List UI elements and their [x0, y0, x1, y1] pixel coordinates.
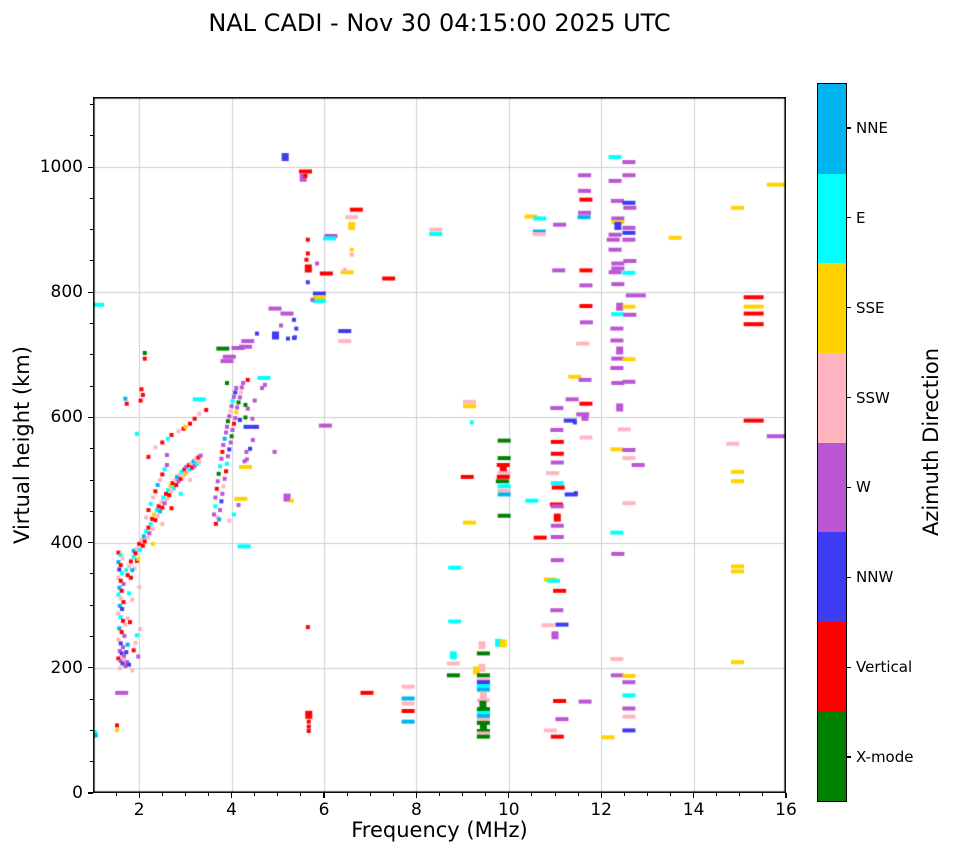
x-tick-label: 12: [590, 800, 612, 820]
colorbar-tick-mark: [847, 127, 851, 129]
colorbar-tick-label: E: [856, 208, 866, 227]
x-minor-tick: [369, 793, 371, 796]
ionogram-canvas: [93, 97, 786, 793]
x-tick-mark: [231, 793, 233, 798]
y-minor-tick: [90, 323, 93, 325]
x-minor-tick: [531, 793, 533, 796]
x-minor-tick: [623, 793, 625, 796]
plot-area: [93, 97, 786, 793]
y-minor-tick: [90, 604, 93, 606]
x-minor-tick: [346, 793, 348, 796]
x-minor-tick: [739, 793, 741, 796]
y-tick-mark: [88, 792, 93, 794]
x-minor-tick: [115, 793, 117, 796]
y-tick-label: 400: [50, 532, 83, 553]
y-minor-tick: [90, 698, 93, 700]
x-minor-tick: [277, 793, 279, 796]
y-tick-label: 0: [72, 783, 83, 803]
colorbar-tick-mark: [847, 396, 851, 399]
x-minor-tick: [254, 793, 256, 796]
colorbar-tick-label: NNW: [856, 568, 894, 587]
colorbar-tick-label: SSW: [856, 388, 890, 407]
x-tick-label: 6: [318, 800, 330, 820]
y-minor-tick: [90, 761, 93, 763]
y-minor-tick: [90, 385, 93, 387]
y-minor-tick: [90, 104, 93, 105]
colorbar-tick-mark: [847, 576, 851, 578]
y-minor-tick: [90, 573, 93, 575]
x-tick-mark: [508, 793, 510, 798]
page-title: NAL CADI - Nov 30 04:15:00 2025 UTC: [208, 9, 671, 37]
x-axis-label: Frequency (MHz): [351, 818, 528, 842]
colorbar-tick-label: Vertical: [856, 658, 913, 677]
x-tick-label: 16: [775, 800, 797, 820]
x-minor-tick: [762, 793, 764, 796]
y-tick-label: 200: [50, 657, 83, 678]
colorbar-axis-label: Azimuth Direction: [919, 347, 943, 537]
x-tick-mark: [600, 793, 602, 798]
colorbar-segment-W: [818, 442, 846, 533]
x-minor-tick: [208, 793, 209, 796]
y-tick-label: 1000: [39, 157, 83, 178]
x-minor-tick: [577, 793, 579, 796]
x-minor-tick: [184, 793, 186, 796]
colorbar-segment-Vertical: [818, 621, 846, 712]
x-tick-label: 8: [410, 800, 422, 820]
x-tick-label: 2: [133, 800, 145, 820]
colorbar-tick-label: X-mode: [856, 748, 914, 767]
y-axis-label: Virtual height (km): [10, 346, 34, 544]
x-minor-tick: [439, 793, 440, 796]
x-minor-tick: [716, 793, 718, 796]
y-tick-mark: [88, 291, 93, 293]
y-tick-label: 800: [50, 282, 83, 303]
colorbar: [817, 83, 847, 802]
y-tick-label: 600: [50, 407, 83, 428]
colorbar-segment-SSW: [818, 352, 846, 443]
y-minor-tick: [90, 479, 93, 481]
x-tick-label: 10: [497, 800, 520, 820]
x-minor-tick: [554, 793, 556, 796]
y-minor-tick: [90, 135, 93, 137]
y-minor-tick: [90, 729, 93, 731]
colorbar-tick-label: SSE: [856, 298, 885, 317]
x-tick-label: 14: [682, 800, 705, 820]
y-minor-tick: [90, 636, 93, 638]
colorbar-segment-X-mode: [818, 711, 846, 801]
y-tick-mark: [88, 166, 93, 168]
x-tick-mark: [693, 793, 695, 798]
colorbar-tick-label: W: [856, 478, 871, 497]
colorbar-tick-label: NNE: [856, 118, 888, 137]
colorbar-segment-NNW: [818, 532, 846, 622]
y-minor-tick: [90, 354, 93, 356]
colorbar-tick-mark: [847, 486, 851, 489]
x-tick-mark: [138, 793, 140, 798]
x-minor-tick: [462, 793, 464, 796]
y-tick-mark: [88, 542, 93, 544]
y-minor-tick: [90, 260, 93, 262]
x-tick-mark: [323, 793, 325, 798]
colorbar-tick-mark: [847, 666, 851, 668]
y-minor-tick: [90, 510, 93, 512]
x-minor-tick: [392, 793, 394, 796]
y-tick-mark: [88, 667, 93, 669]
colorbar-segment-SSE: [818, 263, 846, 353]
colorbar-tick-mark: [847, 756, 851, 758]
y-minor-tick: [90, 197, 93, 199]
x-minor-tick: [646, 793, 648, 796]
x-tick-mark: [785, 793, 787, 798]
y-minor-tick: [90, 448, 93, 450]
x-minor-tick: [161, 793, 163, 796]
colorbar-tick-mark: [847, 307, 851, 309]
x-tick-label: 4: [226, 800, 237, 820]
x-tick-mark: [415, 793, 417, 798]
x-minor-tick: [670, 793, 671, 796]
y-minor-tick: [90, 229, 93, 231]
colorbar-segment-E: [818, 173, 846, 264]
x-minor-tick: [300, 793, 302, 796]
colorbar-tick-mark: [847, 217, 851, 219]
colorbar-segment-NNE: [818, 84, 846, 174]
y-tick-mark: [88, 416, 93, 419]
x-minor-tick: [485, 793, 487, 796]
